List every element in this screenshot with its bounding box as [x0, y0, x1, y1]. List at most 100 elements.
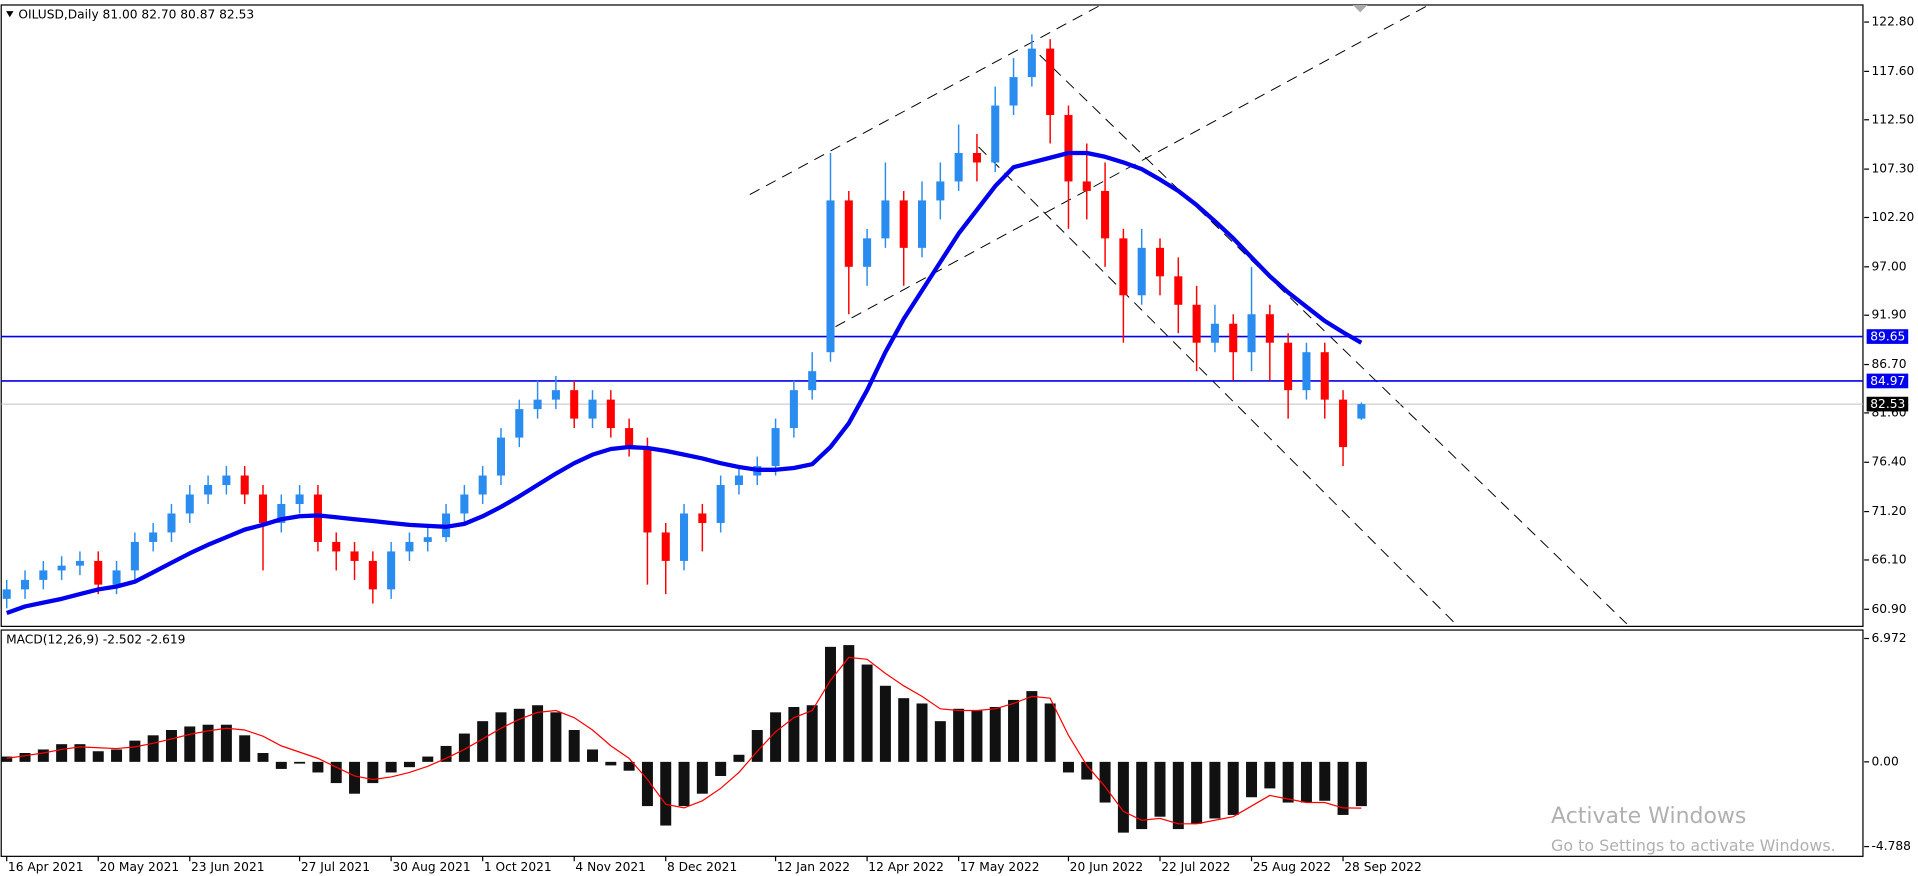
macd-bar	[56, 744, 68, 762]
macd-bar	[1044, 703, 1056, 762]
macd-bar	[477, 721, 489, 762]
candle-body	[460, 494, 469, 514]
level-label: 89.65	[1870, 330, 1905, 344]
macd-bar	[843, 645, 855, 762]
x-tick-label: 12 Apr 2022	[868, 860, 944, 874]
candle-body	[1174, 276, 1183, 305]
candle-body	[313, 494, 322, 542]
macd-bar	[239, 735, 251, 762]
symbol-header: OILUSD,Daily 81.00 82.70 80.87 82.53	[18, 7, 254, 21]
candle-body	[277, 503, 286, 523]
candle-body	[185, 494, 194, 514]
macd-bar	[458, 733, 470, 762]
candle-body	[496, 437, 506, 476]
macd-panel	[0, 629, 1864, 857]
candle-body	[240, 475, 249, 495]
candle-body	[1265, 314, 1274, 343]
candle-body	[936, 181, 945, 201]
candle-body	[1247, 314, 1256, 353]
macd-bar	[1300, 761, 1312, 803]
y-tick-label: 6.972	[1872, 631, 1907, 645]
macd-bar	[788, 707, 800, 762]
candle-body	[332, 541, 341, 552]
macd-bar	[623, 761, 635, 771]
candle-body	[478, 475, 487, 495]
candle-body	[844, 200, 853, 267]
candle-body	[1137, 247, 1146, 296]
candle-body	[2, 589, 11, 599]
macd-bar	[916, 703, 928, 762]
candle-body	[680, 513, 689, 561]
candle-body	[643, 447, 652, 533]
candle-body	[423, 537, 432, 542]
x-tick-label: 30 Aug 2021	[392, 860, 470, 874]
macd-bar	[513, 708, 525, 762]
macd-bar	[861, 664, 873, 762]
macd-bar	[953, 708, 965, 762]
macd-bar	[202, 724, 214, 762]
macd-bar	[257, 753, 269, 762]
candle-body	[1064, 115, 1073, 182]
macd-bar	[550, 712, 562, 762]
trend-line	[749, 4, 1102, 196]
macd-bar	[1319, 761, 1331, 801]
x-tick-label: 17 May 2022	[960, 860, 1040, 874]
macd-bar	[147, 735, 159, 762]
macd-bar	[495, 712, 507, 762]
macd-bar	[1026, 691, 1038, 762]
x-tick-label: 27 Jul 2021	[301, 860, 370, 874]
macd-bar	[37, 749, 49, 762]
candle-body	[1302, 352, 1311, 391]
macd-bar	[824, 646, 836, 762]
macd-bar	[184, 726, 196, 762]
macd-bar	[879, 685, 891, 762]
macd-bar	[1081, 761, 1093, 780]
menu-arrow[interactable]	[6, 11, 14, 18]
candle-body	[1009, 77, 1018, 106]
candle-body	[204, 485, 213, 495]
y-tick-label: 102.20	[1872, 210, 1915, 224]
macd-bar	[1227, 761, 1239, 815]
candle-body	[808, 371, 817, 391]
y-tick-label: 97.00	[1872, 259, 1907, 273]
candle-body	[771, 428, 780, 467]
macd-bar	[312, 761, 324, 773]
macd-bar	[715, 761, 727, 777]
candle-body	[606, 399, 615, 429]
macd-bar	[367, 761, 379, 784]
macd-bar	[1008, 699, 1020, 762]
x-tick-label: 4 Nov 2021	[575, 860, 646, 874]
macd-bar	[422, 756, 434, 762]
macd-bar	[1209, 761, 1221, 819]
candle-body	[625, 428, 634, 448]
macd-bar	[349, 761, 361, 794]
y-tick-label: 117.60	[1872, 64, 1915, 78]
candle-body	[734, 475, 743, 486]
x-tick-label: 8 Dec 2021	[667, 860, 737, 874]
watermark-subtitle: Go to Settings to activate Windows.	[1551, 836, 1836, 855]
main-panel	[0, 4, 1864, 627]
candle-body	[1101, 190, 1110, 239]
macd-bar	[1264, 761, 1276, 789]
level-label-box	[1866, 373, 1909, 389]
candle-body	[899, 200, 908, 248]
macd-bar	[934, 721, 946, 762]
macd-bar	[403, 761, 415, 768]
candle-body	[405, 541, 414, 552]
macd-bar	[1355, 761, 1367, 807]
candle-body	[863, 238, 872, 267]
y-tick-label: 66.10	[1872, 552, 1907, 566]
candle-body	[716, 485, 725, 523]
candle-body	[881, 200, 890, 239]
macd-bar	[165, 730, 177, 762]
candle-body	[1210, 323, 1219, 343]
macd-bar	[641, 761, 653, 807]
candle-body	[20, 579, 30, 590]
candle-body	[972, 152, 981, 163]
trend-line	[978, 146, 1456, 625]
macd-bar	[1246, 761, 1258, 798]
x-tick-label: 20 Jun 2022	[1070, 860, 1144, 874]
candle-body	[661, 532, 670, 561]
macd-bar	[1337, 761, 1349, 815]
macd-bar	[770, 712, 782, 762]
